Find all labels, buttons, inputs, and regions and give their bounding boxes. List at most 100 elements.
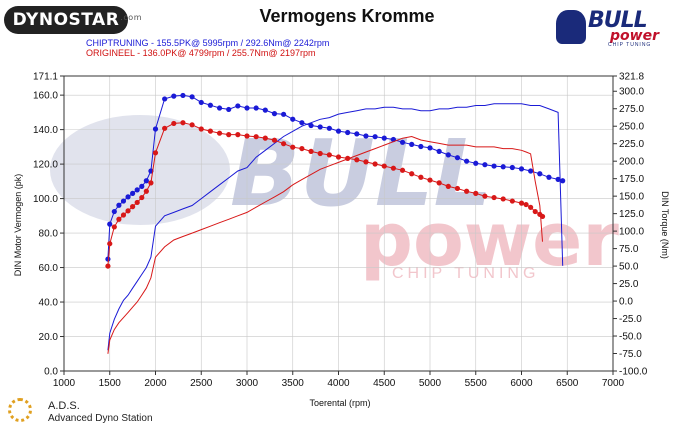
chiptuning-torque-point (372, 134, 378, 140)
chiptuning-torque-point (482, 162, 488, 168)
x-tick-label: 2500 (190, 378, 213, 389)
chiptuning-torque-point (130, 190, 136, 196)
x-tick-label: 1500 (99, 378, 122, 389)
y-right-tick-label: 125.0 (619, 209, 644, 220)
origineel-torque-point (262, 135, 268, 141)
bull-power-watermark: BULL power CHIP TUNING (50, 115, 619, 283)
origineel-torque-point (500, 196, 506, 202)
chiptuning-torque-point (500, 164, 506, 170)
y-right-tick-label: -100.0 (619, 367, 648, 378)
chiptuning-torque-point (299, 120, 305, 126)
x-tick-label: 6500 (556, 378, 579, 389)
chiptuning-torque-point (528, 168, 534, 174)
origineel-torque-point (299, 145, 305, 152)
origineel-torque-point (143, 188, 149, 194)
origineel-torque-point (399, 167, 406, 173)
chiptuning-torque-point (235, 103, 241, 109)
y-right-tick-label: 275.0 (619, 104, 644, 115)
chart-legend: CHIPTRUNING - 155.5PK@ 5995rpm / 292.6Nm… (86, 38, 329, 58)
chiptuning-torque-point (207, 102, 213, 108)
y-right-tick-label: 300.0 (619, 87, 644, 98)
plot-frame (63, 75, 614, 372)
chiptuning-torque-point (317, 124, 323, 130)
chiptuning-torque-point (116, 202, 122, 208)
origineel-torque-point (148, 180, 154, 186)
chiptuning-torque-point (335, 128, 342, 134)
bull-head-icon (556, 10, 586, 44)
chiptuning-torque-point (454, 155, 461, 161)
y-right-tick-label: 250.0 (619, 122, 644, 133)
chiptuning-torque-point (445, 152, 451, 158)
legend-chiptuning: CHIPTRUNING - 155.5PK@ 5995rpm / 292.6Nm… (86, 38, 330, 48)
x-tick-label: 4000 (327, 378, 350, 389)
origineel-torque-point (216, 130, 223, 136)
y-right-tick-label: -50.0 (619, 332, 642, 343)
ads-logo: A.D.S. Advanced Dyno Station (8, 398, 208, 426)
origineel-torque-point (198, 126, 204, 132)
chiptuning-torque-point (244, 105, 250, 111)
origineel-torque-point (390, 165, 396, 171)
origineel-torque-point (281, 141, 287, 147)
origineel-torque-point (445, 183, 451, 189)
origineel-torque-point (105, 263, 111, 269)
chiptuning-torque-point (560, 178, 566, 184)
y-right-tick-label: 321.8 (619, 72, 644, 83)
origineel-torque-point (207, 128, 213, 134)
chiptuning-torque-point (171, 93, 177, 99)
chiptuning-torque-point (152, 126, 159, 132)
chiptuning-torque-point (308, 122, 314, 129)
origineel-torque-point (130, 204, 136, 210)
chiptuning-torque-point (546, 174, 552, 180)
y-left-tick-label: 80.0 (39, 229, 59, 240)
sun-icon (8, 398, 32, 422)
y-right-tick-label: 100.0 (619, 227, 644, 238)
chiptuning-torque-point (281, 111, 287, 117)
origineel-torque-point (509, 198, 515, 204)
chiptuning-torque-point (354, 131, 360, 137)
chiptuning-torque-point (345, 129, 351, 136)
chiptuning-torque-point (107, 221, 113, 227)
chiptuning-torque-point (473, 160, 479, 166)
y-left-tick-label: 160.0 (33, 91, 58, 102)
chiptuning-torque-point (555, 176, 561, 182)
y-left-tick-label: 140.0 (33, 125, 58, 136)
origineel-torque-point (372, 161, 378, 167)
x-tick-label: 1000 (53, 378, 76, 389)
y-left-tick-label: 100.0 (33, 194, 58, 205)
y-right-tick-label: 200.0 (619, 157, 644, 168)
chiptuning-torque-point (226, 106, 232, 113)
origineel-torque-point (518, 200, 525, 206)
chiptuning-torque-point (409, 141, 415, 147)
y-right-tick-label: 0.0 (619, 297, 633, 308)
origineel-torque-point (454, 185, 461, 192)
chiptuning-torque-point (509, 164, 515, 171)
chiptuning-torque-point (363, 133, 369, 139)
origineel-torque-point (354, 157, 360, 163)
origineel-torque-point (326, 152, 332, 158)
origineel-torque-point (107, 241, 113, 247)
x-tick-label: 5000 (419, 378, 442, 389)
y-right-tick-label: 225.0 (619, 139, 644, 150)
chiptuning-torque-point (537, 171, 543, 177)
chiptuning-torque-point (253, 105, 259, 111)
chiptuning-torque-point (271, 111, 278, 117)
origineel-torque-point (317, 150, 323, 157)
chiptuning-torque-point (139, 183, 145, 189)
svg-text:power: power (360, 197, 619, 283)
chiptuning-torque-point (143, 178, 149, 184)
y-right-tick-label: 150.0 (619, 192, 644, 203)
chart-title: Vermogens Kromme (259, 6, 435, 26)
chart-series (105, 92, 566, 354)
origineel-torque-point (464, 188, 470, 194)
origineel-torque-point (436, 180, 442, 186)
origineel-torque-point (152, 150, 159, 156)
x-axis-label: Toerental (rpm) (309, 398, 370, 408)
origineel-power-line (107, 135, 543, 354)
chiptuning-torque-point (198, 99, 204, 106)
x-tick-label: 3000 (236, 378, 259, 389)
origineel-torque-point (418, 174, 424, 180)
origineel-torque-point (171, 120, 177, 127)
svg-text:CHIP TUNING: CHIP TUNING (392, 265, 539, 282)
chiptuning-torque-point (134, 187, 140, 193)
